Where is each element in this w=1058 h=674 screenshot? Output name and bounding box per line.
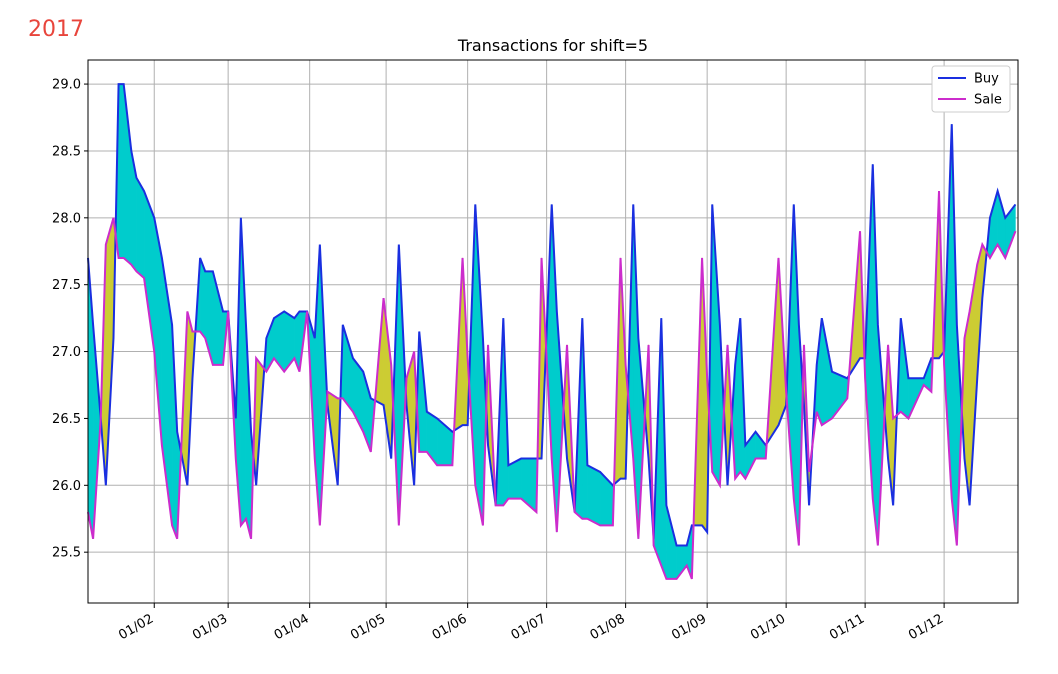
y-tick-label: 25.5 (52, 546, 81, 561)
fill-between (343, 325, 353, 412)
x-tick-label: 01/08 (588, 611, 628, 643)
chart-title: Transactions for shift=5 (457, 36, 648, 55)
x-tick-label: 01/11 (827, 611, 867, 643)
x-tick-label: 01/03 (190, 611, 230, 643)
fill-between (136, 178, 144, 278)
x-tick-label: 01/05 (348, 611, 388, 643)
fill-between (213, 271, 223, 365)
y-tick-label: 28.0 (52, 211, 81, 226)
legend-label: Buy (974, 72, 999, 87)
y-tick-label: 27.5 (52, 278, 81, 293)
y-tick-label: 26.5 (52, 412, 81, 427)
fill-between (521, 459, 536, 512)
y-tick-label: 26.0 (52, 479, 81, 494)
x-tick-label: 01/12 (906, 611, 946, 643)
x-tick-label: 01/10 (748, 611, 788, 643)
fill-between (712, 204, 720, 485)
fill-between (274, 311, 284, 371)
year-label: 2017 (28, 17, 84, 42)
y-tick-label: 28.5 (52, 144, 81, 159)
fill-between (756, 432, 766, 459)
fill-between (677, 545, 687, 578)
fill-between (832, 372, 847, 419)
y-tick-label: 27.0 (52, 345, 81, 360)
y-tick-label: 29.0 (52, 78, 81, 93)
fill-between (822, 318, 832, 425)
legend-label: Sale (974, 93, 1002, 108)
x-tick-label: 01/04 (272, 611, 312, 643)
fill-between (284, 311, 294, 371)
x-tick-label: 01/09 (669, 611, 709, 643)
x-tick-label: 01/07 (509, 611, 549, 643)
fill-between (119, 84, 124, 258)
fill-between (475, 204, 483, 525)
x-tick-label: 01/06 (430, 611, 470, 643)
fill-between (587, 465, 600, 525)
x-tick-label: 01/02 (116, 611, 156, 643)
